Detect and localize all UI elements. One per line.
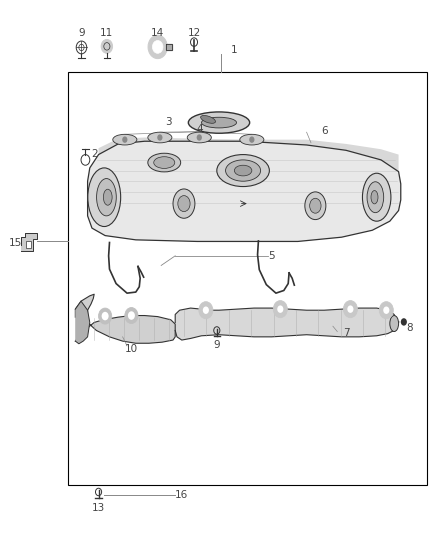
Ellipse shape — [201, 116, 215, 123]
Ellipse shape — [217, 155, 269, 187]
Text: 12: 12 — [187, 28, 201, 38]
Ellipse shape — [310, 198, 321, 213]
Polygon shape — [75, 301, 90, 344]
Ellipse shape — [362, 173, 391, 221]
Polygon shape — [175, 308, 396, 340]
Text: 10: 10 — [125, 344, 138, 354]
Ellipse shape — [367, 182, 384, 213]
Polygon shape — [166, 44, 172, 50]
Ellipse shape — [226, 160, 261, 181]
Text: 13: 13 — [92, 504, 105, 513]
Circle shape — [197, 134, 202, 141]
Bar — [68, 72, 427, 485]
Circle shape — [203, 306, 209, 314]
Circle shape — [101, 39, 113, 53]
Polygon shape — [99, 138, 399, 172]
Circle shape — [343, 301, 357, 318]
Ellipse shape — [96, 179, 117, 216]
Ellipse shape — [305, 192, 326, 220]
Ellipse shape — [390, 316, 399, 332]
Circle shape — [152, 41, 163, 53]
Ellipse shape — [201, 117, 237, 128]
Ellipse shape — [148, 132, 172, 143]
Ellipse shape — [187, 132, 211, 143]
Polygon shape — [88, 141, 401, 241]
Bar — [26, 241, 31, 248]
Polygon shape — [21, 233, 37, 251]
Text: 15: 15 — [9, 238, 22, 247]
Circle shape — [148, 35, 167, 59]
Text: 4: 4 — [196, 124, 203, 134]
Circle shape — [249, 136, 254, 143]
Text: 6: 6 — [321, 126, 328, 135]
Ellipse shape — [173, 189, 195, 219]
Circle shape — [379, 302, 393, 319]
Circle shape — [277, 305, 283, 313]
Circle shape — [125, 308, 138, 324]
Circle shape — [122, 136, 127, 143]
Ellipse shape — [240, 134, 264, 145]
Circle shape — [199, 302, 213, 319]
Text: 2: 2 — [92, 149, 99, 158]
Text: 3: 3 — [165, 117, 172, 126]
Circle shape — [128, 311, 135, 320]
Ellipse shape — [88, 168, 120, 227]
Ellipse shape — [188, 112, 250, 133]
Text: 9: 9 — [213, 341, 220, 350]
Text: 5: 5 — [268, 251, 275, 261]
Circle shape — [383, 306, 389, 314]
Text: 9: 9 — [78, 28, 85, 38]
Circle shape — [102, 312, 109, 320]
Ellipse shape — [148, 154, 180, 172]
Circle shape — [401, 318, 407, 326]
Polygon shape — [75, 294, 175, 343]
Text: 1: 1 — [231, 45, 238, 55]
Ellipse shape — [154, 157, 175, 168]
Circle shape — [157, 134, 162, 141]
Circle shape — [99, 308, 112, 324]
Text: 11: 11 — [100, 28, 113, 38]
Circle shape — [273, 301, 287, 318]
Text: 14: 14 — [151, 28, 164, 38]
Ellipse shape — [371, 190, 378, 204]
Text: 16: 16 — [175, 490, 188, 499]
Ellipse shape — [103, 189, 112, 205]
Circle shape — [347, 305, 353, 313]
Ellipse shape — [234, 165, 252, 176]
Text: 8: 8 — [406, 323, 413, 333]
Text: 7: 7 — [343, 328, 350, 338]
Ellipse shape — [113, 134, 137, 145]
Ellipse shape — [178, 196, 190, 212]
